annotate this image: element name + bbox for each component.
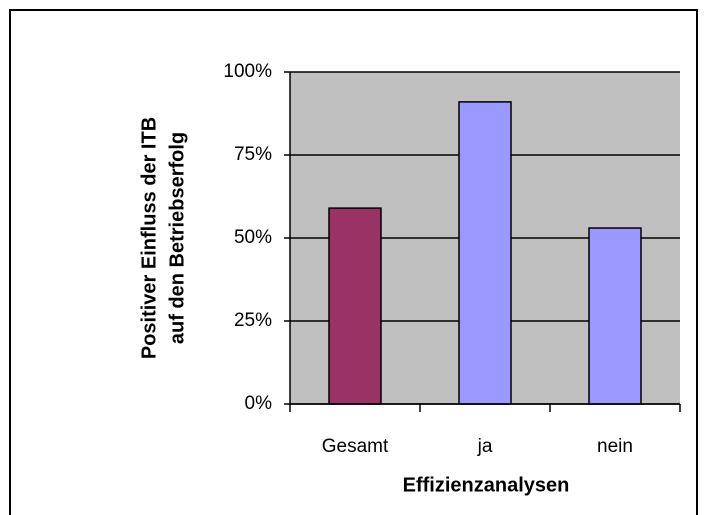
y-axis-title: Positiver Einfluss der ITB (138, 117, 160, 359)
x-tick-label: ja (477, 436, 493, 457)
y-tick-label: 0% (245, 393, 273, 414)
y-tick-label: 100% (223, 61, 272, 82)
x-tick-label: Gesamt (322, 436, 389, 457)
y-tick-label: 25% (234, 310, 272, 331)
bar (458, 101, 512, 405)
y-axis-title: auf den Betriebserfolg (166, 132, 188, 344)
bar (588, 227, 642, 405)
x-tick-label: nein (597, 436, 633, 457)
bar (328, 207, 382, 405)
x-axis-title: Effizienzanalysen (403, 474, 570, 496)
y-tick-label: 75% (234, 144, 272, 165)
y-tick-label: 50% (234, 227, 272, 248)
